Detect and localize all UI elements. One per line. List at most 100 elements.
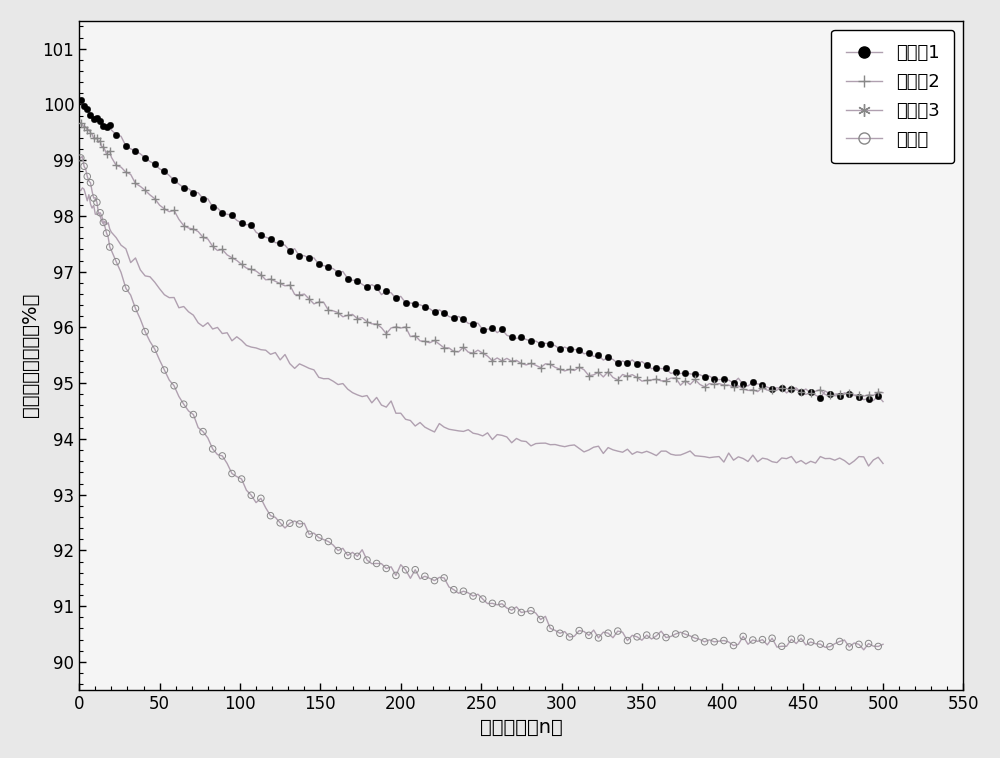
Point bbox=[127, 145, 143, 157]
Point bbox=[687, 368, 703, 381]
Point bbox=[118, 139, 134, 152]
Point bbox=[398, 564, 414, 576]
Point bbox=[745, 634, 761, 646]
Point bbox=[282, 517, 298, 529]
Point bbox=[205, 201, 221, 213]
Point bbox=[176, 182, 192, 194]
Point bbox=[465, 590, 481, 602]
Point bbox=[590, 349, 606, 362]
Point bbox=[870, 641, 886, 653]
Point bbox=[76, 121, 92, 133]
Point bbox=[378, 562, 394, 575]
Point bbox=[291, 250, 307, 262]
Point bbox=[166, 380, 182, 392]
Point bbox=[716, 456, 732, 468]
Point bbox=[552, 343, 568, 356]
Point bbox=[398, 321, 414, 333]
Point bbox=[263, 273, 279, 285]
Point bbox=[407, 330, 423, 342]
Point bbox=[291, 289, 307, 301]
Point bbox=[668, 628, 684, 640]
Point bbox=[102, 241, 118, 253]
Point bbox=[108, 159, 124, 171]
Point bbox=[282, 279, 298, 291]
Point bbox=[658, 374, 674, 387]
Point bbox=[648, 630, 664, 642]
Point bbox=[156, 289, 172, 301]
Point bbox=[494, 598, 510, 610]
Point bbox=[764, 632, 780, 644]
Point bbox=[205, 323, 221, 335]
Point bbox=[861, 389, 877, 401]
Point bbox=[388, 407, 404, 419]
Point bbox=[86, 133, 102, 145]
Point bbox=[861, 637, 877, 650]
Point bbox=[166, 205, 182, 217]
Point bbox=[619, 357, 635, 369]
Point bbox=[102, 145, 118, 157]
Point bbox=[243, 263, 259, 275]
Point bbox=[359, 316, 375, 328]
Point bbox=[677, 367, 693, 379]
Point bbox=[311, 371, 327, 384]
Point bbox=[475, 324, 491, 336]
Point bbox=[600, 351, 616, 363]
Point bbox=[542, 359, 558, 371]
Point bbox=[137, 270, 153, 282]
Point bbox=[648, 449, 664, 462]
Point bbox=[668, 372, 684, 384]
Point bbox=[870, 386, 886, 398]
Point bbox=[359, 390, 375, 402]
Point bbox=[243, 219, 259, 231]
Point bbox=[648, 373, 664, 385]
Point bbox=[156, 203, 172, 215]
Point bbox=[359, 554, 375, 566]
Point bbox=[465, 347, 481, 359]
Point bbox=[330, 378, 346, 390]
Point bbox=[542, 338, 558, 350]
Point bbox=[282, 358, 298, 370]
Point bbox=[533, 362, 549, 374]
Point bbox=[629, 446, 645, 458]
Point bbox=[494, 323, 510, 335]
Point bbox=[407, 298, 423, 310]
Point bbox=[552, 363, 568, 375]
Point bbox=[639, 445, 655, 457]
Point bbox=[793, 387, 809, 399]
Point bbox=[861, 393, 877, 405]
Point bbox=[272, 277, 288, 290]
Point bbox=[455, 425, 471, 437]
Point bbox=[697, 381, 713, 393]
Point bbox=[455, 585, 471, 597]
Point bbox=[320, 535, 336, 547]
Point bbox=[484, 322, 500, 334]
Point bbox=[301, 528, 317, 540]
Point bbox=[832, 452, 848, 464]
Point bbox=[407, 564, 423, 576]
Point bbox=[841, 641, 857, 653]
Point bbox=[706, 378, 722, 390]
Point bbox=[185, 223, 201, 235]
Point bbox=[832, 387, 848, 399]
Point bbox=[706, 636, 722, 648]
Point bbox=[455, 313, 471, 325]
Point bbox=[475, 593, 491, 605]
Point bbox=[600, 365, 616, 377]
Point bbox=[436, 572, 452, 584]
Point bbox=[253, 343, 269, 356]
Point bbox=[571, 344, 587, 356]
Point bbox=[590, 632, 606, 644]
Point bbox=[89, 112, 105, 124]
Point bbox=[745, 384, 761, 396]
Point bbox=[697, 451, 713, 463]
Point bbox=[205, 443, 221, 455]
Point bbox=[127, 252, 143, 264]
Point bbox=[176, 300, 192, 312]
Point bbox=[369, 391, 385, 403]
Point bbox=[484, 434, 500, 446]
Point bbox=[417, 301, 433, 313]
Point bbox=[484, 597, 500, 609]
Point bbox=[697, 371, 713, 383]
Point bbox=[533, 437, 549, 449]
Point bbox=[793, 632, 809, 644]
